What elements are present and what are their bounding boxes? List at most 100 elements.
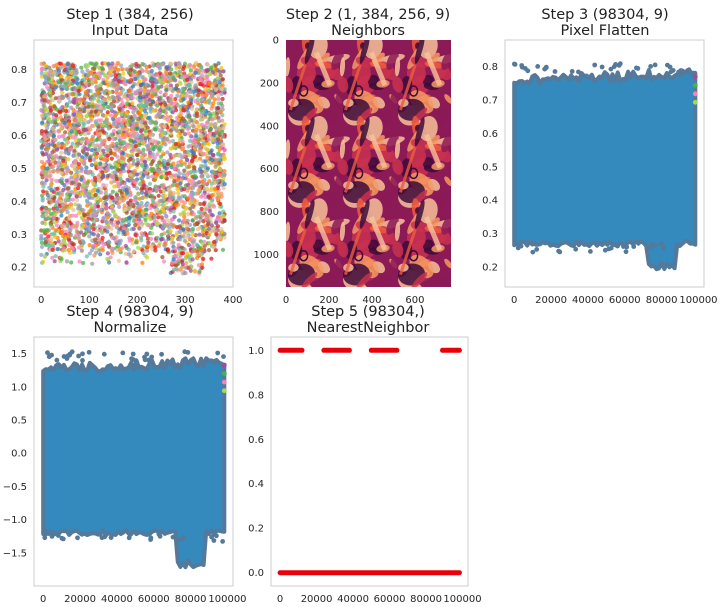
data-point [50, 255, 55, 260]
data-point [220, 77, 225, 82]
data-point [47, 65, 52, 70]
heatmap-cell [353, 249, 364, 262]
data-point [108, 199, 113, 204]
data-point [207, 98, 212, 103]
data-point [93, 192, 98, 198]
data-point [162, 204, 167, 209]
data-point [99, 225, 104, 230]
data-point [150, 174, 155, 179]
data-point [91, 243, 96, 248]
heatmap-cell [414, 117, 425, 147]
data-point [138, 214, 143, 219]
data-point [62, 84, 67, 89]
data-point [108, 151, 113, 156]
data-point [43, 71, 49, 76]
data-point [215, 195, 220, 200]
data-point [188, 201, 193, 206]
data-point [159, 351, 165, 357]
data-point [48, 108, 54, 113]
data-point [210, 138, 215, 143]
data-point [49, 188, 54, 193]
heatmap-cell [411, 272, 428, 287]
data-point [213, 229, 218, 234]
data-point [55, 147, 60, 152]
data-point [109, 165, 114, 170]
data-point [56, 68, 62, 73]
data-point [76, 121, 81, 126]
data-point [221, 126, 226, 131]
data-point [188, 185, 193, 191]
data-point [220, 96, 225, 102]
chart-2-x-tick-label: 80000 [646, 295, 678, 306]
data-point [94, 155, 99, 160]
heatmap-cell [353, 85, 364, 97]
data-point [204, 171, 209, 177]
data-point [70, 180, 75, 185]
data-point [117, 107, 122, 112]
heatmap-tile [335, 198, 405, 287]
data-point [137, 226, 142, 231]
data-point [52, 157, 57, 162]
data-point [96, 237, 102, 242]
data-point [212, 81, 217, 86]
data-point [157, 211, 162, 216]
chart-4-x-tick-label: 60000 [374, 594, 406, 605]
data-point [204, 216, 209, 221]
data-point [181, 74, 186, 79]
data-point [46, 154, 52, 159]
data-point [156, 202, 162, 207]
chart-4-x-tick-label: 20000 [301, 594, 333, 605]
data-point [611, 64, 617, 70]
data-point [112, 96, 117, 101]
data-point [133, 222, 138, 228]
data-point [88, 158, 93, 163]
data-point [214, 127, 219, 132]
data-point [156, 215, 161, 220]
data-point [80, 98, 85, 103]
data-point [109, 246, 114, 251]
heatmap-cell [304, 117, 315, 147]
data-point [221, 214, 226, 219]
data-point [64, 259, 70, 264]
data-point [187, 63, 193, 68]
heatmap-cell [394, 139, 401, 159]
data-point [136, 191, 141, 196]
data-point [132, 131, 137, 136]
data-point [158, 95, 163, 100]
data-point [86, 104, 91, 109]
data-point [189, 134, 194, 139]
data-point [159, 132, 164, 137]
data-point [107, 90, 112, 95]
data-point [143, 207, 148, 212]
data-point [204, 207, 209, 212]
data-point [213, 63, 218, 68]
data-point [667, 64, 673, 70]
chart-4-y-tick-label: 0.6 [248, 435, 264, 446]
data-point [213, 248, 218, 253]
data-point [140, 124, 145, 129]
data-point [77, 182, 82, 187]
data-point [106, 239, 111, 244]
data-point [73, 138, 78, 143]
data-point [126, 252, 131, 257]
data-point [185, 218, 190, 223]
data-point [51, 115, 56, 120]
data-point [163, 142, 168, 147]
chart-3-frame [33, 336, 234, 587]
data-point [207, 150, 212, 155]
data-point [50, 73, 55, 78]
data-point [191, 212, 196, 217]
data-point [172, 167, 177, 172]
data-point [111, 209, 116, 214]
data-point [122, 140, 127, 145]
data-point [552, 69, 558, 74]
data-point [79, 191, 84, 196]
data-point [131, 249, 136, 254]
chart-2-y-tick-label: 0.6 [482, 129, 498, 140]
data-point [214, 533, 219, 539]
panel-step4-outliers [42, 349, 227, 544]
data-point [139, 154, 144, 159]
data-point [218, 110, 223, 115]
data-point [161, 208, 166, 213]
data-point [201, 229, 206, 234]
